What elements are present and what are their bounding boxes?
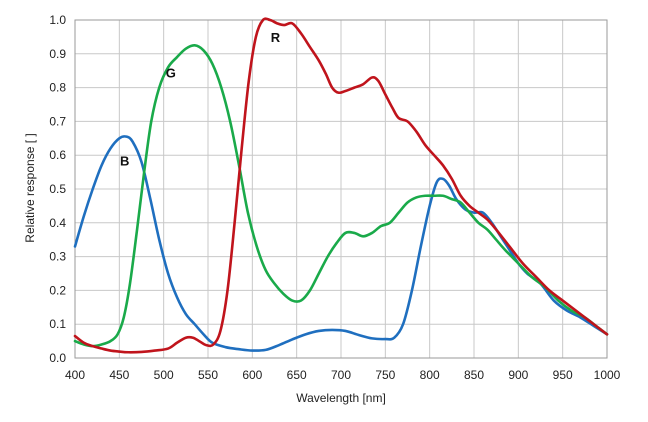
y-tick-label: 0.0 — [49, 351, 66, 365]
y-tick-label: 0.9 — [49, 47, 66, 61]
y-tick-label: 0.8 — [49, 81, 66, 95]
x-tick-label: 1000 — [594, 368, 621, 382]
series-line-r — [73, 17, 609, 354]
y-tick-label: 1.0 — [49, 13, 66, 27]
x-tick-label: 850 — [464, 368, 484, 382]
x-tick-label: 700 — [331, 368, 351, 382]
series-line-g — [73, 44, 609, 348]
axes: 400 450 500 550 600 650 700 750 800 850 900 950 1000… — [49, 13, 620, 382]
x-tick-label: 500 — [154, 368, 174, 382]
y-tick-label: 0.2 — [49, 283, 66, 297]
x-tick-label: 400 — [65, 368, 85, 382]
y-tick-label: 0.5 — [49, 182, 66, 196]
y-tick-label: 0.6 — [49, 148, 66, 162]
series-labels: B G R — [120, 30, 281, 168]
x-tick-label: 950 — [553, 368, 573, 382]
series-label-b: B — [120, 153, 129, 168]
y-tick-label: 0.3 — [49, 250, 66, 264]
x-tick-label: 600 — [242, 368, 262, 382]
x-axis-title: Wavelength [nm] — [296, 391, 386, 405]
y-tick-label: 0.4 — [49, 216, 66, 230]
x-tick-label: 550 — [198, 368, 218, 382]
y-tick-label: 0.1 — [49, 317, 66, 331]
series-label-r: R — [271, 30, 281, 45]
x-tick-label: 450 — [109, 368, 129, 382]
x-tick-label: 750 — [375, 368, 395, 382]
plot-border — [74, 19, 608, 359]
y-tick-label: 0.7 — [49, 114, 66, 128]
x-tick-label: 800 — [420, 368, 440, 382]
y-axis-title: Relative response [ ] — [23, 133, 37, 242]
x-tick-label: 900 — [508, 368, 528, 382]
x-tick-label: 650 — [287, 368, 307, 382]
series-lines — [73, 17, 609, 354]
series-label-g: G — [166, 65, 176, 80]
